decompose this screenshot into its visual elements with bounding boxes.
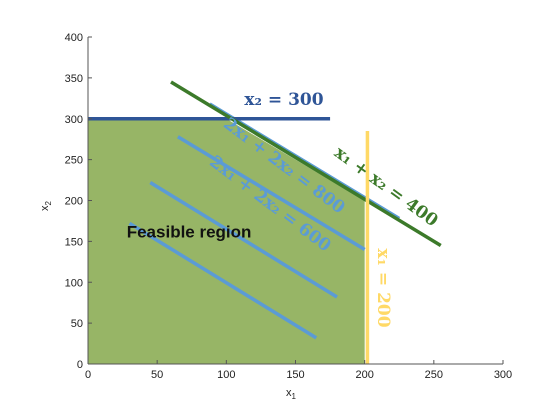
- feasible-region: [88, 118, 365, 364]
- constraint-label-x1: x₁ = 200: [373, 248, 393, 327]
- y-tick-label: 100: [65, 277, 83, 289]
- x-axis-label-main: x: [286, 387, 292, 399]
- y-tick-label: 250: [65, 155, 83, 167]
- x-axis-label: x1: [286, 387, 297, 401]
- iso-line-3: [177, 135, 366, 252]
- x-tick-label: 200: [355, 369, 373, 381]
- x-tick-label: 300: [494, 369, 512, 381]
- x-tick-label: 0: [85, 369, 91, 381]
- y-tick-label: 200: [65, 196, 83, 208]
- x-axis-label-sub: 1: [292, 392, 297, 401]
- y-axis-label-main: x: [39, 205, 51, 211]
- y-tick-label: 50: [71, 318, 83, 330]
- iso-line-2: [149, 181, 338, 299]
- y-tick-label: 300: [65, 114, 83, 126]
- y-tick-label: 0: [77, 359, 83, 371]
- y-tick-label: 400: [65, 32, 83, 44]
- x-tick-label: 50: [151, 369, 163, 381]
- feasible-region-label: Feasible region: [127, 222, 252, 241]
- y-tick-label: 350: [65, 73, 83, 85]
- x-tick-label: 150: [286, 369, 304, 381]
- constraint-label-x2: x₂ = 300: [244, 90, 323, 110]
- y-tick-label: 150: [65, 236, 83, 248]
- y-axis-label-sub: 2: [44, 200, 53, 205]
- x-tick-label: 250: [425, 369, 443, 381]
- x-tick-label: 100: [217, 369, 235, 381]
- iso-line-1: [128, 221, 318, 340]
- y-axis-label: x2: [39, 200, 53, 211]
- axes: 0 50 100 150 200 250 300 0 50 100 150 200 250 300 350 4…: [65, 32, 513, 381]
- constraint-line-sum: [170, 80, 442, 247]
